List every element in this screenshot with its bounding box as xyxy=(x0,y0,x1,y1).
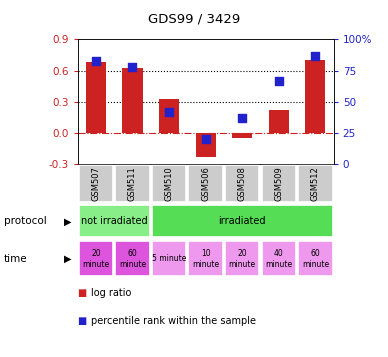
Text: protocol: protocol xyxy=(4,216,47,226)
FancyBboxPatch shape xyxy=(79,205,150,237)
FancyBboxPatch shape xyxy=(298,241,333,276)
Point xyxy=(93,57,99,63)
Text: 20
minute: 20 minute xyxy=(82,249,109,268)
FancyBboxPatch shape xyxy=(79,165,113,202)
Bar xyxy=(269,110,289,133)
Text: ■: ■ xyxy=(78,316,87,326)
Text: not irradiated: not irradiated xyxy=(81,216,147,226)
Text: 10
minute: 10 minute xyxy=(192,249,219,268)
Text: GSM506: GSM506 xyxy=(201,166,210,201)
Text: GSM509: GSM509 xyxy=(274,166,283,201)
Point xyxy=(166,109,172,115)
FancyBboxPatch shape xyxy=(115,165,150,202)
FancyBboxPatch shape xyxy=(262,165,296,202)
Point xyxy=(312,52,319,58)
Text: 60
minute: 60 minute xyxy=(302,249,329,268)
Text: 60
minute: 60 minute xyxy=(119,249,146,268)
Point xyxy=(129,64,135,70)
Text: GSM512: GSM512 xyxy=(311,166,320,201)
Text: ■: ■ xyxy=(78,288,87,298)
FancyBboxPatch shape xyxy=(152,241,186,276)
Bar xyxy=(232,133,252,138)
FancyBboxPatch shape xyxy=(115,241,150,276)
Text: GDS99 / 3429: GDS99 / 3429 xyxy=(148,12,240,25)
Text: log ratio: log ratio xyxy=(91,288,132,298)
FancyBboxPatch shape xyxy=(225,165,260,202)
FancyBboxPatch shape xyxy=(79,241,113,276)
Point xyxy=(239,115,245,121)
Text: 5 minute: 5 minute xyxy=(152,254,186,263)
Text: irradiated: irradiated xyxy=(218,216,266,226)
Bar xyxy=(196,133,216,157)
Text: 20
minute: 20 minute xyxy=(229,249,256,268)
Point xyxy=(203,136,209,142)
FancyBboxPatch shape xyxy=(189,241,223,276)
FancyBboxPatch shape xyxy=(152,205,333,237)
Text: 40
minute: 40 minute xyxy=(265,249,293,268)
Text: GSM511: GSM511 xyxy=(128,166,137,201)
FancyBboxPatch shape xyxy=(225,241,260,276)
Text: percentile rank within the sample: percentile rank within the sample xyxy=(91,316,256,326)
Point xyxy=(276,77,282,83)
FancyBboxPatch shape xyxy=(298,165,333,202)
Bar xyxy=(86,62,106,133)
Text: ▶: ▶ xyxy=(64,254,72,264)
Text: GSM508: GSM508 xyxy=(238,166,247,201)
Text: ▶: ▶ xyxy=(64,216,72,226)
Bar xyxy=(305,60,326,133)
Text: time: time xyxy=(4,254,28,264)
Bar xyxy=(122,69,142,133)
FancyBboxPatch shape xyxy=(262,241,296,276)
Text: GSM507: GSM507 xyxy=(92,166,100,201)
FancyBboxPatch shape xyxy=(189,165,223,202)
FancyBboxPatch shape xyxy=(152,165,186,202)
Text: GSM510: GSM510 xyxy=(165,166,173,201)
Bar xyxy=(159,99,179,133)
